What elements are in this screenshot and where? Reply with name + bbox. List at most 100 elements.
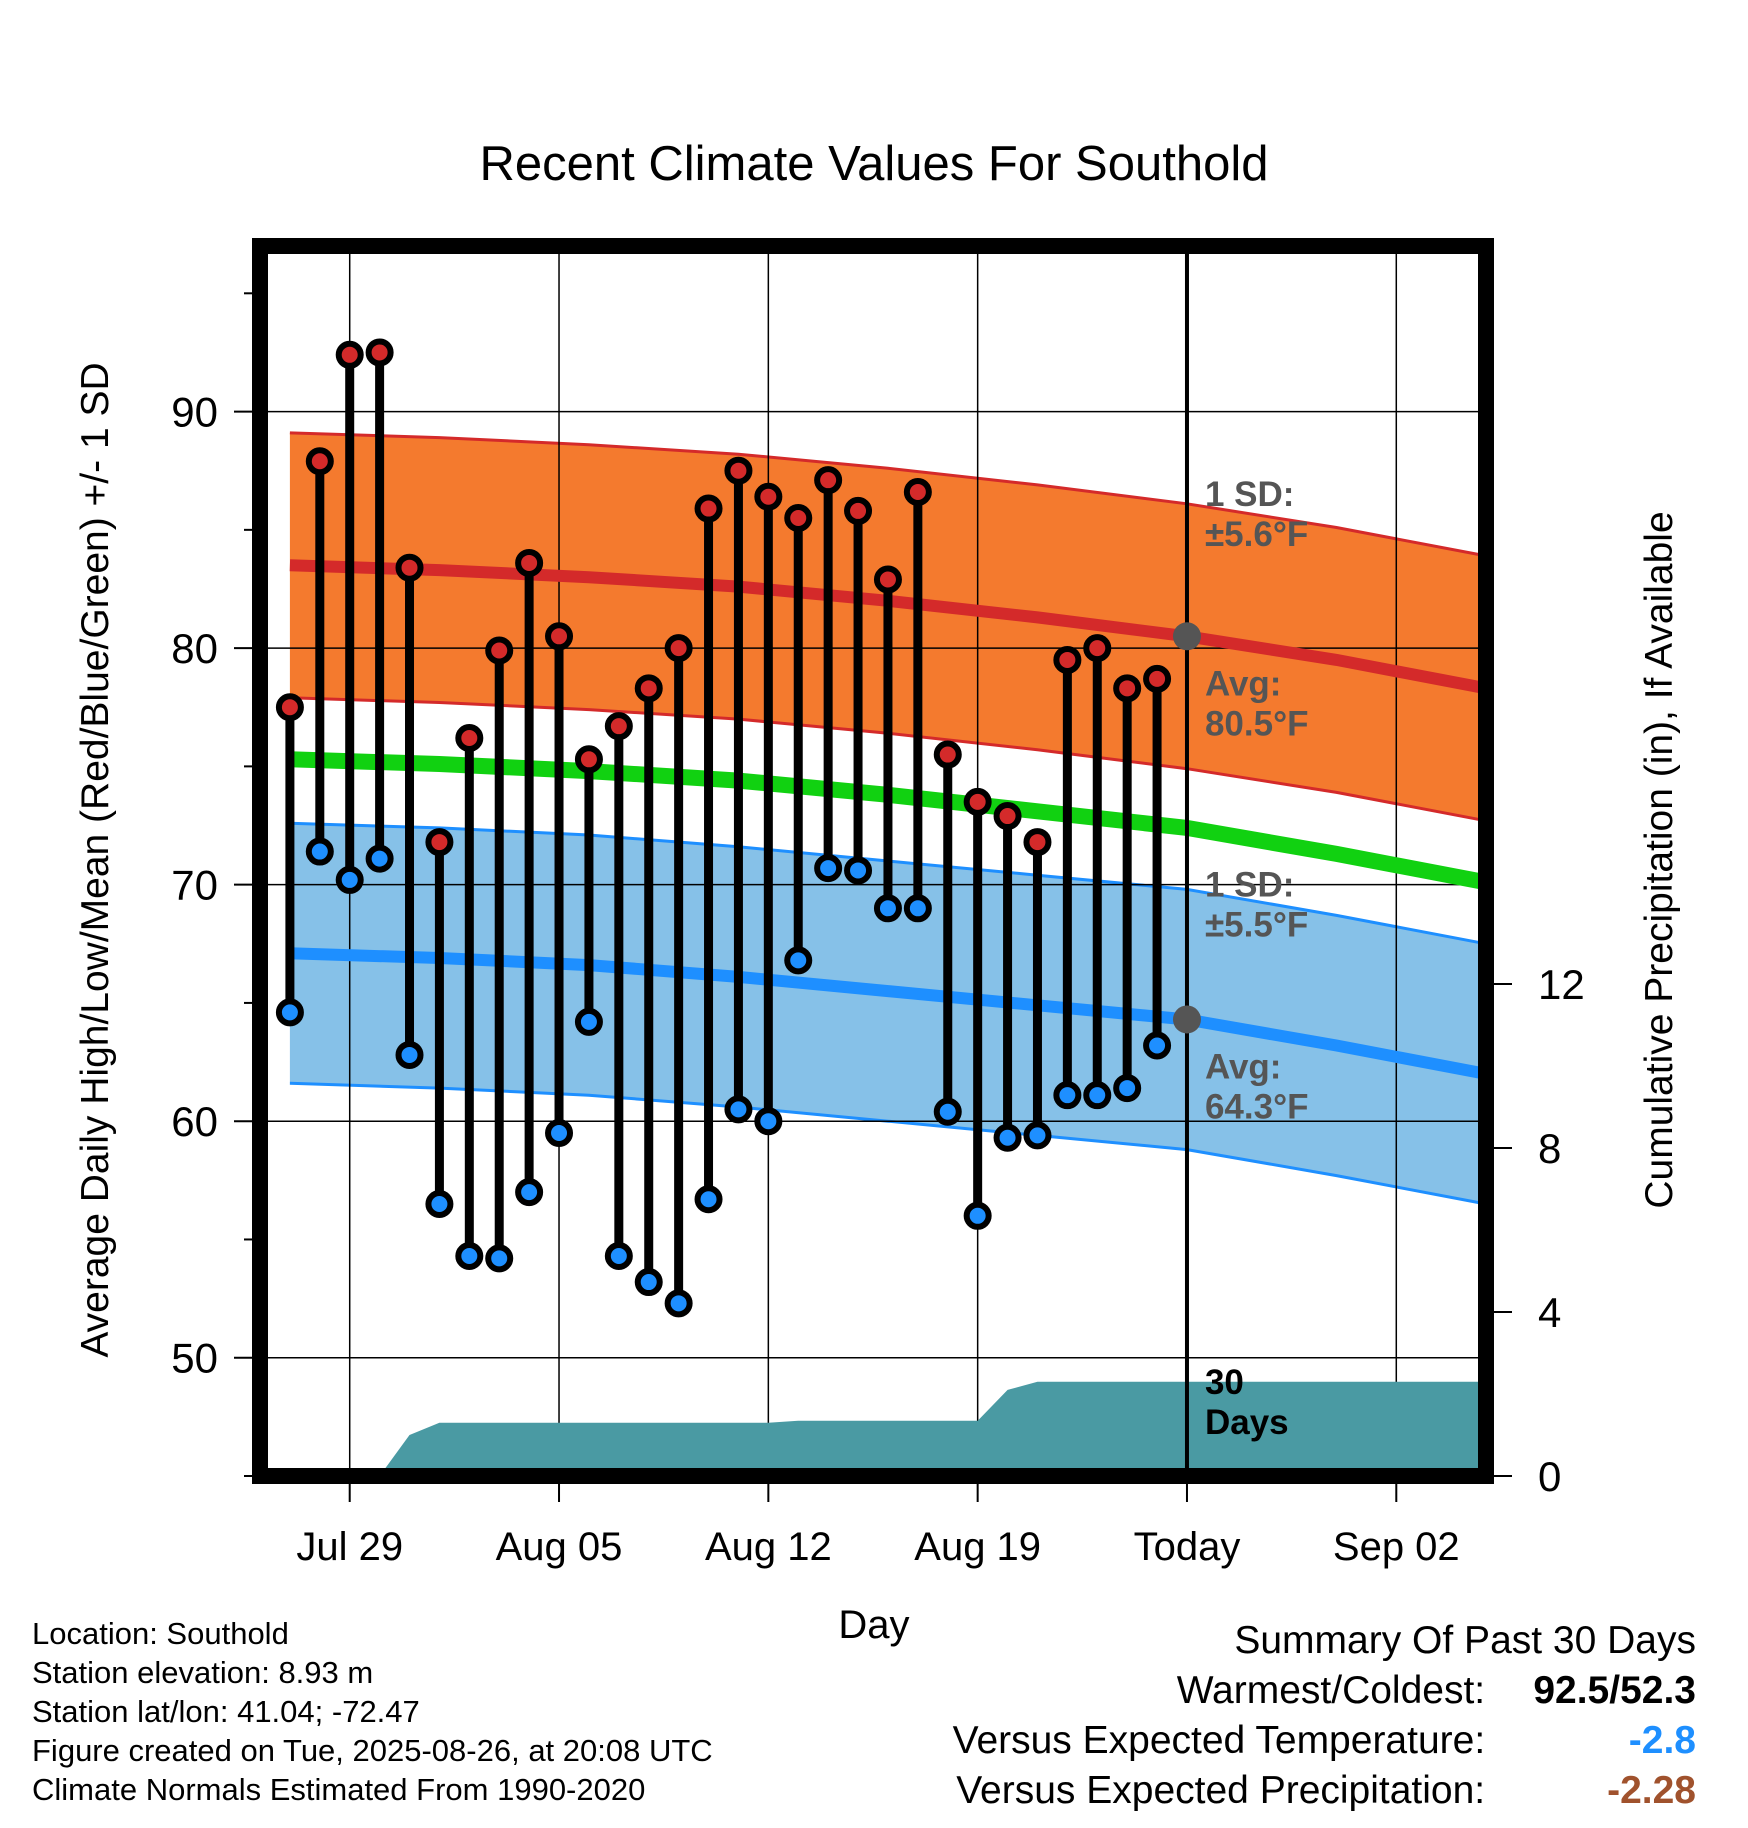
daily-high-point [1083, 634, 1112, 663]
daily-high-point [634, 674, 663, 703]
chart-title: Recent Climate Values For Southold [480, 137, 1269, 191]
daily-high-point [694, 494, 723, 523]
daily-low-point [1083, 1081, 1112, 1110]
y2-tick-label: 4 [1538, 1289, 1561, 1336]
high-avg-annotation: Avg: 80.5°F [1205, 664, 1309, 743]
daily-high-point [305, 447, 334, 476]
annotations: 1 SD: ±5.6°F Avg: 80.5°F 1 SD: ±5.5°F Avg: 64.3… [1205, 475, 1309, 1442]
daily-low-point [1113, 1074, 1142, 1103]
daily-high-point [784, 504, 813, 533]
y2-tick-label: 12 [1538, 961, 1585, 1008]
daily-low-point [485, 1244, 514, 1273]
daily-high-point [395, 553, 424, 582]
daily-low-point [784, 946, 813, 975]
daily-low-point [814, 854, 843, 883]
daily-high-point [963, 787, 992, 816]
daily-low-point [844, 856, 873, 885]
slash: / [1609, 1669, 1621, 1712]
precip-departure-label: Versus Expected Precipitation: [956, 1769, 1486, 1812]
today-low-marker [1172, 1005, 1201, 1034]
daily-low-point [963, 1201, 992, 1230]
daily-low-point [305, 837, 334, 866]
daily-points [275, 338, 1172, 1318]
daily-high-point [335, 340, 364, 369]
daily-high-point [814, 466, 843, 495]
temp-departure-value: -2.8 [1628, 1719, 1696, 1762]
daily-low-point [694, 1185, 723, 1214]
elevation-text: Station elevation: 8.93 m [32, 1655, 374, 1690]
daily-high-point [873, 565, 902, 594]
daily-high-point [1053, 645, 1082, 674]
created-text: Figure created on Tue, 2025-08-26, at 20… [32, 1733, 713, 1768]
warmest-coldest-label: Warmest/Coldest: [1176, 1669, 1486, 1712]
y2-tick-label: 8 [1538, 1125, 1561, 1172]
precip-area [289, 1381, 1486, 1476]
axis-ticks: 50 60 70 80 90 0 4 8 12 Jul 29 Aug 05 Aug 12 Aug 19 T… [171, 292, 1585, 1569]
high-sd-band-upper-edge [289, 431, 1487, 558]
daily-low-point [395, 1040, 424, 1069]
x-tick-label: Aug 19 [914, 1525, 1041, 1569]
normals-text: Climate Normals Estimated From 1990-2020 [32, 1772, 646, 1807]
warmest-coldest-value: 92.5/52.3 [1496, 1666, 1696, 1716]
daily-high-point [993, 802, 1022, 831]
daily-high-point [275, 693, 304, 722]
daily-low-point [425, 1189, 454, 1218]
warmest-value: 92.5 [1533, 1669, 1610, 1712]
daily-low-point [515, 1178, 544, 1207]
daily-high-point [664, 634, 693, 663]
daily-low-point [724, 1095, 753, 1124]
daily-low-point [993, 1123, 1022, 1152]
daily-low-point [634, 1268, 663, 1297]
daily-high-point [485, 636, 514, 665]
y-axis-label: Average Daily High/Low/Mean (Red/Blue/Gr… [74, 362, 117, 1357]
x-tick-label: Sep 02 [1333, 1525, 1460, 1569]
daily-high-point [425, 828, 454, 857]
high-sd-annotation: 1 SD: ±5.6°F [1205, 475, 1308, 554]
daily-low-point [754, 1107, 783, 1136]
daily-low-point [365, 844, 394, 873]
today-marker [1172, 246, 1201, 1476]
y2-tick-label: 0 [1538, 1453, 1561, 1500]
summary-title: Summary Of Past 30 Days [1234, 1619, 1696, 1662]
daily-low-point [275, 998, 304, 1027]
temp-departure-row: Versus Expected Temperature: -2.8 [953, 1716, 1696, 1766]
daily-high-point [604, 712, 633, 741]
precip-period-annotation: 30 Days [1205, 1363, 1289, 1442]
daily-low-point [455, 1242, 484, 1271]
precip-departure-value: -2.28 [1607, 1769, 1696, 1812]
x-tick-label: Aug 05 [496, 1525, 623, 1569]
y2-axis-label: Cumulative Precipitation (in), If Availa… [1638, 511, 1681, 1208]
x-tick-label: Jul 29 [296, 1525, 403, 1569]
daily-high-point [933, 740, 962, 769]
daily-low-point [545, 1119, 574, 1148]
precip-departure-row: Versus Expected Precipitation: -2.28 [953, 1766, 1696, 1816]
daily-low-point [873, 894, 902, 923]
daily-high-point [903, 478, 932, 506]
daily-high-point [515, 548, 544, 577]
daily-high-point [455, 724, 484, 752]
warmest-coldest-row: Warmest/Coldest: 92.5/52.3 [953, 1666, 1696, 1716]
daily-low-point [903, 894, 932, 923]
daily-high-point [545, 622, 574, 651]
daily-high-point [724, 456, 753, 485]
daily-low-point [933, 1097, 962, 1126]
y-tick-label: 70 [171, 862, 218, 909]
daily-low-point [664, 1289, 693, 1318]
low-sd-annotation: 1 SD: ±5.5°F [1205, 865, 1308, 944]
x-tick-label: Aug 12 [705, 1525, 832, 1569]
daily-low-point [574, 1007, 603, 1036]
y-tick-label: 80 [171, 625, 218, 672]
daily-high-point [1113, 674, 1142, 703]
today-high-marker [1172, 622, 1201, 651]
daily-low-point [1023, 1121, 1052, 1150]
latlon-text: Station lat/lon: 41.04; -72.47 [32, 1694, 420, 1729]
temp-departure-label: Versus Expected Temperature: [952, 1719, 1486, 1762]
daily-range-stems [285, 352, 1162, 1304]
y-tick-label: 90 [171, 389, 218, 436]
daily-low-point [1053, 1081, 1082, 1110]
daily-low-point [604, 1242, 633, 1271]
precip-fill [289, 1381, 1486, 1476]
station-info: Location: Southold Station elevation: 8.… [32, 1614, 713, 1809]
daily-low-point [1143, 1031, 1172, 1060]
